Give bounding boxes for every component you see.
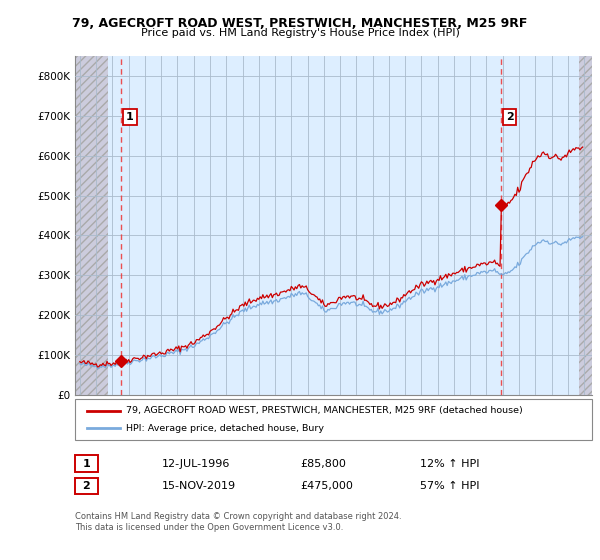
Text: 79, AGECROFT ROAD WEST, PRESTWICH, MANCHESTER, M25 9RF (detached house): 79, AGECROFT ROAD WEST, PRESTWICH, MANCH…: [126, 406, 523, 415]
Text: 1: 1: [126, 112, 134, 122]
Bar: [75, 56, 107, 395]
Text: 12% ↑ HPI: 12% ↑ HPI: [420, 459, 479, 469]
Text: 79, AGECROFT ROAD WEST, PRESTWICH, MANCHESTER, M25 9RF: 79, AGECROFT ROAD WEST, PRESTWICH, MANCH…: [73, 17, 527, 30]
Text: Contains HM Land Registry data © Crown copyright and database right 2024.
This d: Contains HM Land Registry data © Crown c…: [75, 512, 401, 532]
Bar: [579, 56, 592, 395]
Text: HPI: Average price, detached house, Bury: HPI: Average price, detached house, Bury: [126, 424, 324, 433]
Text: 1: 1: [83, 459, 90, 469]
Text: £85,800: £85,800: [300, 459, 346, 469]
Text: 2: 2: [506, 112, 514, 122]
Text: 15-NOV-2019: 15-NOV-2019: [162, 481, 236, 491]
Text: 12-JUL-1996: 12-JUL-1996: [162, 459, 230, 469]
Text: Price paid vs. HM Land Registry's House Price Index (HPI): Price paid vs. HM Land Registry's House …: [140, 28, 460, 38]
Text: 2: 2: [83, 481, 90, 491]
Text: 57% ↑ HPI: 57% ↑ HPI: [420, 481, 479, 491]
Text: £475,000: £475,000: [300, 481, 353, 491]
